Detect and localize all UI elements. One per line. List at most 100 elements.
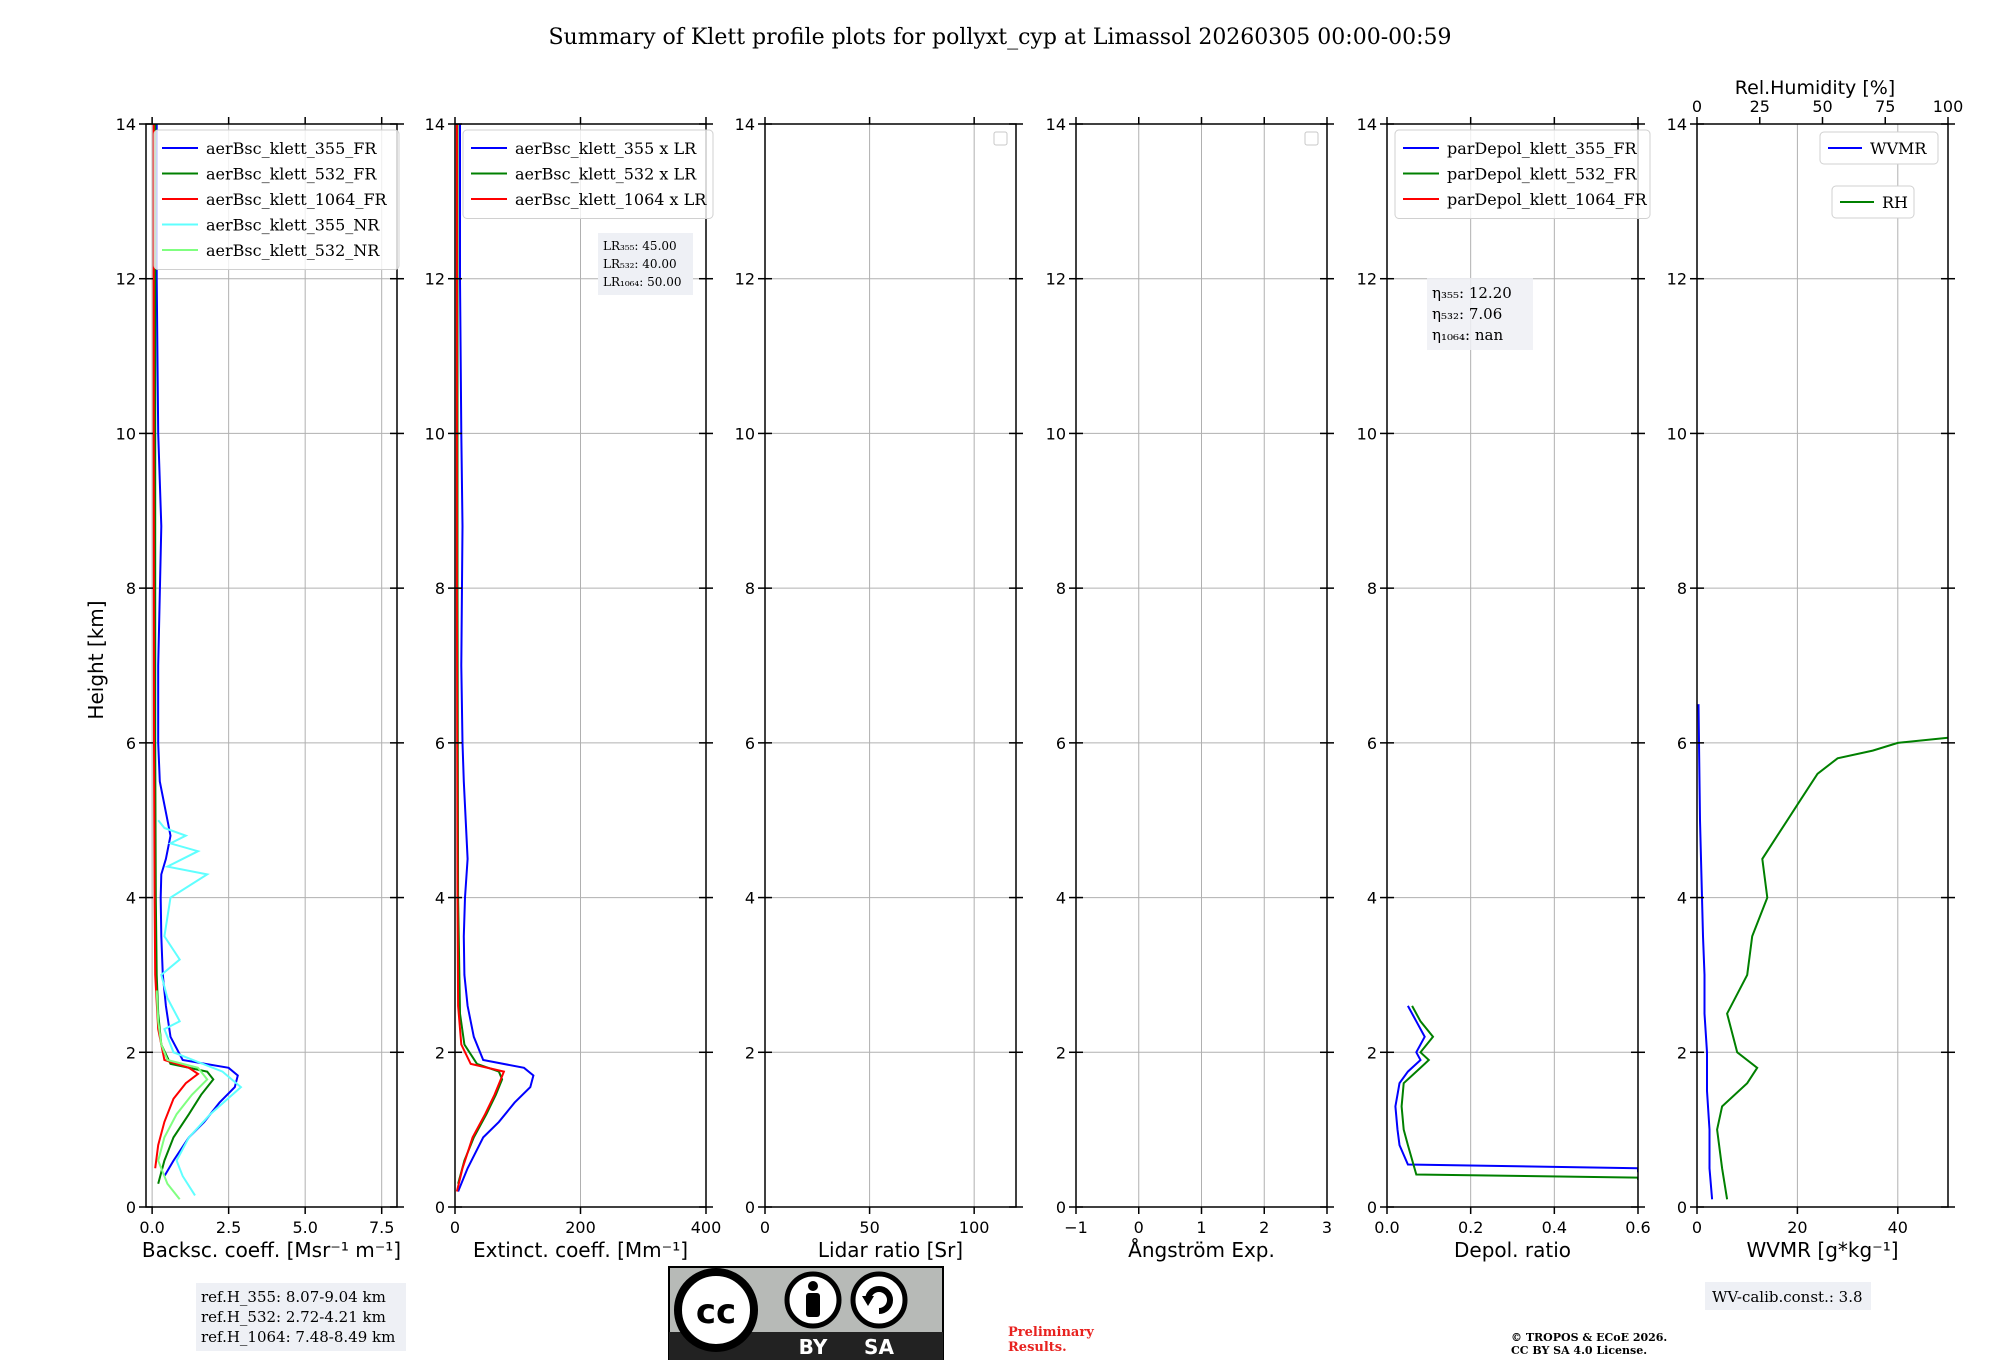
bsc-ytick-label: 6 — [126, 734, 136, 753]
wvmr-ytick-label: 6 — [1677, 734, 1687, 753]
depol-ytick-label: 10 — [1357, 424, 1377, 443]
bsc-legend-label: aerBsc_klett_532_NR — [206, 241, 380, 260]
ang-xtick-label: −1 — [1064, 1218, 1088, 1237]
bsc-xtick-label: 2.5 — [216, 1218, 241, 1237]
ext-ytick-label: 8 — [435, 579, 445, 598]
wvmr-ytick-label: 2 — [1677, 1043, 1687, 1062]
wvmr-ytick-label: 4 — [1677, 889, 1687, 908]
bsc-xtick-label: 0.0 — [139, 1218, 164, 1237]
bsc-series-aerbsc-klett-532-nr — [155, 990, 209, 1200]
lr-xtick-label: 0 — [760, 1218, 770, 1237]
depol-series-pardepol-klett-355-fr — [1394, 1005, 1638, 1173]
ang-xtick-label: 2 — [1259, 1218, 1269, 1237]
y-axis-label: Height [km] — [84, 600, 108, 719]
rh-axis-label: Rel.Humidity [%] — [1735, 77, 1895, 99]
depol-xlabel: Depol. ratio — [1454, 1238, 1571, 1262]
wvmr-ytick-label: 12 — [1667, 270, 1687, 289]
lr-ytick-label: 10 — [735, 424, 755, 443]
bsc-ytick-label: 4 — [126, 889, 136, 908]
cc-license-badge: cc BY SA — [668, 1266, 944, 1360]
wvmr-series-wvmr — [1697, 704, 1714, 1200]
ext-legend-label: aerBsc_klett_1064 x LR — [515, 190, 707, 209]
bsc-ytick-label: 2 — [126, 1043, 136, 1062]
depol-ytick-label: 4 — [1367, 889, 1377, 908]
ext-ytick-label: 12 — [425, 270, 445, 289]
ext-legend — [462, 129, 714, 219]
cc-logo-icon — [674, 1268, 758, 1352]
wvmr-ytick-label: 8 — [1677, 579, 1687, 598]
wvmr-top-xtick-label: 100 — [1933, 97, 1964, 116]
depol-xtick-label: 0.0 — [1374, 1218, 1399, 1237]
ext-series-aerbsc-klett-1064-x-lr — [455, 124, 506, 1192]
ang-ytick-label: 10 — [1046, 424, 1066, 443]
ext-xtick-label: 0 — [450, 1218, 460, 1237]
bsc-xlabel: Backsc. coeff. [Msr⁻¹ m⁻¹] — [142, 1238, 401, 1262]
ext-ytick-label: 14 — [425, 115, 445, 134]
ext-series-aerbsc-klett-355-x-lr — [457, 124, 535, 1192]
lr-frame — [764, 123, 1017, 1208]
ang-ytick-label: 4 — [1056, 889, 1066, 908]
eta-355-text: η₃₅₅: 12.20 — [1432, 284, 1512, 302]
ext-legend-label: aerBsc_klett_355 x LR — [515, 139, 697, 158]
bsc-ytick-label: 8 — [126, 579, 136, 598]
lr-355-text: LR₃₅₅: 45.00 — [603, 239, 677, 253]
ang-ytick-label: 6 — [1056, 734, 1066, 753]
depol-frame — [1386, 123, 1639, 1208]
refh-annotation-box: ref.H_355: 8.07-9.04 km ref.H_532: 2.72-… — [196, 1283, 406, 1351]
lr-ytick-label: 6 — [745, 734, 755, 753]
lr-annotation-box: LR₃₅₅: 45.00 LR₅₃₂: 40.00 LR₁₀₆₄: 50.00 — [598, 233, 693, 295]
ext-ytick-label: 10 — [425, 424, 445, 443]
bsc-series-aerbsc-klett-1064-fr — [152, 124, 200, 1169]
ext-series-aerbsc-klett-532-x-lr — [456, 124, 504, 1185]
wvmr-xtick-label: 0 — [1692, 1218, 1702, 1237]
ang-ytick-label: 12 — [1046, 270, 1066, 289]
ext-xtick-label: 400 — [691, 1218, 722, 1237]
ang-xtick-label: 1 — [1196, 1218, 1206, 1237]
wvmr-top-xtick-label: 50 — [1812, 97, 1832, 116]
lr-ytick-label: 4 — [745, 889, 755, 908]
depol-legend-label: parDepol_klett_355_FR — [1447, 139, 1638, 158]
bsc-legend-label: aerBsc_klett_532_FR — [206, 165, 377, 184]
lr-ytick-label: 0 — [745, 1198, 755, 1217]
refh-1064-text: ref.H_1064: 7.48-8.49 km — [201, 1328, 395, 1346]
bsc-frame — [145, 123, 398, 1208]
legend-label-rh: RH — [1882, 193, 1908, 212]
wvmr-panel: 0 2 4 6 8 10 12 14 0 20 40 0 25 50 75 100 WVMR [g*kg⁻¹] W… — [1667, 97, 1964, 1262]
lr-xtick-label: 50 — [859, 1218, 879, 1237]
ext-ytick-label: 4 — [435, 889, 445, 908]
wvmr-top-xtick-label: 75 — [1875, 97, 1895, 116]
ang-ytick-label: 0 — [1056, 1198, 1066, 1217]
refh-355-text: ref.H_355: 8.07-9.04 km — [201, 1288, 386, 1306]
copyright-text-1: © TROPOS & ECoE 2026. — [1511, 1331, 1667, 1344]
preliminary-text-1: Preliminary — [1008, 1325, 1094, 1340]
ext-xtick-label: 200 — [565, 1218, 596, 1237]
lr-xtick-label: 100 — [959, 1218, 990, 1237]
depol-ytick-label: 14 — [1357, 115, 1377, 134]
wvmr-xtick-label: 40 — [1888, 1218, 1908, 1237]
bsc-series-aerbsc-klett-355-fr — [155, 124, 239, 1177]
bsc-ytick-label: 10 — [116, 424, 136, 443]
depol-ytick-label: 12 — [1357, 270, 1377, 289]
bsc-series-aerbsc-klett-532-fr — [154, 124, 215, 1185]
lr-xlabel: Lidar ratio [Sr] — [818, 1238, 963, 1262]
ext-ytick-label: 6 — [435, 734, 445, 753]
depol-panel: 0 2 4 6 8 10 12 14 0.0 0.2 0.4 0.6 Depol. ratio parDe… — [1357, 115, 1651, 1262]
depol-ytick-label: 6 — [1367, 734, 1377, 753]
bsc-legend — [153, 129, 400, 270]
refh-532-text: ref.H_532: 2.72-4.21 km — [201, 1308, 386, 1326]
lr-empty-legend — [993, 131, 1008, 146]
lr-ytick-label: 8 — [745, 579, 755, 598]
ext-xlabel: Extinct. coeff. [Mm⁻¹] — [473, 1238, 688, 1262]
wvmr-xtick-label: 20 — [1787, 1218, 1807, 1237]
depol-ytick-label: 2 — [1367, 1043, 1377, 1062]
ang-xtick-label: 3 — [1322, 1218, 1332, 1237]
wvmr-top-xtick-label: 25 — [1750, 97, 1770, 116]
eta-annotation-box: η₃₅₅: 12.20 η₅₃₂: 7.06 η₁₀₆₄: nan — [1427, 278, 1533, 350]
sa-label: SA — [864, 1335, 894, 1359]
lr-ytick-label: 14 — [735, 115, 755, 134]
depol-xtick-label: 0.2 — [1458, 1218, 1483, 1237]
